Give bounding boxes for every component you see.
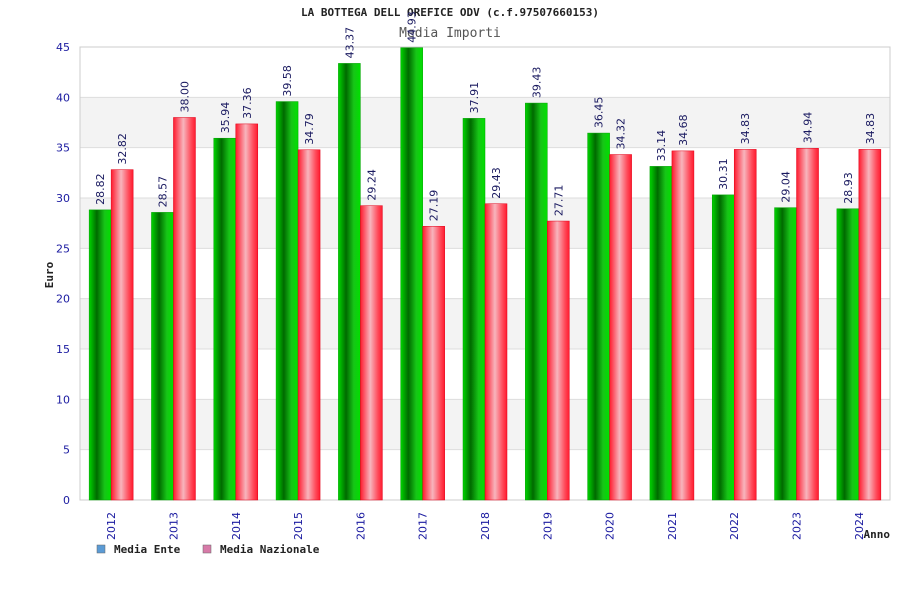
y-tick-label: 25 bbox=[56, 242, 70, 255]
bar-media-ente bbox=[711, 194, 735, 501]
bar-media-nazionale bbox=[484, 203, 508, 501]
data-label: 37.36 bbox=[241, 87, 254, 119]
x-tick-label: 2020 bbox=[604, 512, 617, 540]
bar-media-nazionale bbox=[671, 150, 695, 501]
legend-label-media-ente: Media Ente bbox=[114, 543, 181, 556]
bar-media-nazionale bbox=[547, 220, 570, 501]
bar-media-ente bbox=[525, 102, 548, 501]
bar-media-ente bbox=[151, 212, 174, 501]
data-label: 28.82 bbox=[94, 173, 107, 205]
x-axis: 2012 2013 2014 2015 2016 2017 2018 2019 2020 2021… bbox=[105, 512, 866, 540]
bar-media-nazionale bbox=[733, 149, 757, 501]
bar-media-ente bbox=[213, 137, 237, 501]
y-tick-label: 0 bbox=[63, 494, 70, 507]
y-tick-label: 40 bbox=[56, 91, 70, 104]
bar-media-ente bbox=[88, 209, 112, 501]
data-label: 27.71 bbox=[552, 185, 565, 217]
bar-media-nazionale bbox=[235, 123, 259, 501]
bar-media-nazionale bbox=[609, 154, 632, 501]
x-tick-label: 2017 bbox=[417, 512, 430, 540]
data-label: 44.93 bbox=[406, 11, 419, 43]
data-label: 32.82 bbox=[116, 133, 129, 165]
bar-media-ente bbox=[774, 207, 797, 501]
x-tick-label: 2024 bbox=[853, 512, 866, 540]
data-label: 37.91 bbox=[468, 82, 481, 114]
data-label: 35.94 bbox=[219, 102, 232, 134]
data-label: 34.32 bbox=[615, 118, 628, 150]
chart-title: LA BOTTEGA DELL OREFICE ODV (c.f.9750766… bbox=[301, 6, 599, 19]
bar-media-ente bbox=[275, 101, 299, 501]
bar-media-nazionale bbox=[422, 226, 445, 501]
bar-media-nazionale bbox=[858, 149, 882, 501]
data-label: 28.93 bbox=[842, 172, 855, 204]
y-tick-label: 35 bbox=[56, 142, 70, 155]
x-tick-label: 2014 bbox=[230, 512, 243, 540]
data-label: 30.31 bbox=[717, 158, 730, 190]
legend: Media Ente Media Nazionale bbox=[96, 543, 320, 556]
bar-media-ente bbox=[400, 47, 423, 501]
data-label: 33.14 bbox=[655, 130, 668, 162]
data-label: 39.43 bbox=[530, 67, 543, 99]
data-label: 29.24 bbox=[365, 169, 378, 201]
y-tick-label: 30 bbox=[56, 192, 70, 205]
y-tick-label: 45 bbox=[56, 41, 70, 54]
bar-media-ente bbox=[836, 208, 860, 501]
data-label: 34.79 bbox=[303, 113, 316, 145]
y-axis-label: Euro bbox=[43, 261, 56, 288]
bar-media-nazionale bbox=[297, 149, 321, 501]
x-tick-label: 2019 bbox=[541, 512, 554, 540]
data-label: 34.94 bbox=[802, 112, 815, 144]
data-label: 34.68 bbox=[677, 114, 690, 146]
data-label: 38.00 bbox=[178, 81, 191, 113]
data-label: 28.57 bbox=[156, 176, 169, 208]
y-tick-label: 15 bbox=[56, 343, 70, 356]
data-label: 43.37 bbox=[343, 27, 356, 59]
bar-media-ente bbox=[338, 63, 361, 501]
plot-band bbox=[80, 47, 890, 98]
x-axis-label: Anno bbox=[864, 528, 891, 541]
bar-media-nazionale bbox=[173, 117, 196, 501]
chart-subtitle: Media Importi bbox=[399, 26, 501, 41]
y-tick-label: 10 bbox=[56, 393, 70, 406]
bar-media-nazionale bbox=[110, 169, 134, 501]
bar-media-nazionale bbox=[796, 148, 819, 501]
x-tick-label: 2022 bbox=[728, 512, 741, 540]
y-axis: 0 5 10 15 20 25 30 35 40 45 bbox=[56, 41, 70, 507]
legend-swatch-media-ente bbox=[96, 544, 106, 554]
y-tick-label: 20 bbox=[56, 293, 70, 306]
x-tick-label: 2021 bbox=[666, 512, 679, 540]
legend-swatch-media-nazionale bbox=[202, 544, 212, 554]
x-tick-label: 2018 bbox=[479, 512, 492, 540]
bars: 28.82 32.82 28.57 38.00 35.94 37.36 39.58 34.79… bbox=[88, 11, 882, 501]
y-tick-label: 5 bbox=[63, 444, 70, 457]
data-label: 34.83 bbox=[864, 113, 877, 145]
bar-media-ente bbox=[649, 166, 673, 501]
x-tick-label: 2016 bbox=[354, 512, 367, 540]
bar-media-ente bbox=[587, 132, 610, 501]
data-label: 34.83 bbox=[739, 113, 752, 145]
bar-media-ente bbox=[462, 118, 486, 501]
x-tick-label: 2013 bbox=[167, 512, 180, 540]
data-label: 39.58 bbox=[281, 65, 294, 97]
legend-label-media-nazionale: Media Nazionale bbox=[220, 543, 320, 556]
bar-media-nazionale bbox=[360, 205, 383, 501]
x-tick-label: 2015 bbox=[292, 512, 305, 540]
data-label: 36.45 bbox=[593, 97, 606, 129]
x-tick-label: 2023 bbox=[791, 512, 804, 540]
x-tick-label: 2012 bbox=[105, 512, 118, 540]
data-label: 29.04 bbox=[780, 171, 793, 203]
data-label: 29.43 bbox=[490, 167, 503, 199]
data-label: 27.19 bbox=[428, 190, 441, 222]
